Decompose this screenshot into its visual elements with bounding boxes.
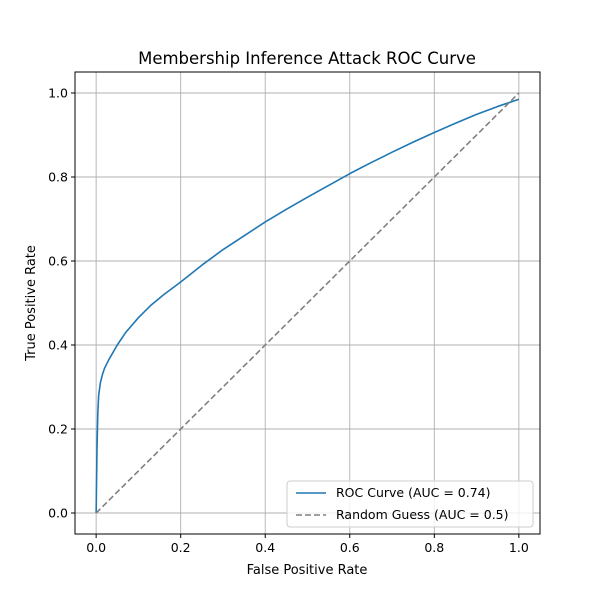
x-axis-label: False Positive Rate	[247, 563, 368, 578]
grid	[75, 72, 540, 534]
plot-frame	[74, 71, 541, 535]
y-tick-label: 0.8	[48, 170, 68, 185]
legend-box	[286, 480, 534, 528]
y-tick-label: 0.0	[48, 506, 68, 521]
legend: ROC Curve (AUC = 0.74) Random Guess (AUC…	[286, 480, 534, 528]
x-tick-label: 0.6	[340, 540, 360, 555]
x-tick-label: 0.0	[86, 540, 106, 555]
x-tick-label: 1.0	[509, 540, 529, 555]
y-axis-ticks: 0.0 0.2 0.4 0.6 0.8 1.0	[48, 86, 75, 521]
y-tick-label: 0.6	[48, 254, 68, 269]
x-tick-label: 0.2	[171, 540, 191, 555]
y-axis-label: True Positive Rate	[24, 245, 39, 362]
random-guess-line	[95, 92, 520, 514]
legend-entry-roc: ROC Curve (AUC = 0.74)	[336, 485, 491, 500]
y-tick-label: 1.0	[48, 86, 68, 101]
x-tick-label: 0.8	[424, 540, 444, 555]
series-layer	[95, 92, 520, 514]
legend-entry-random: Random Guess (AUC = 0.5)	[336, 507, 509, 522]
x-axis-ticks: 0.0 0.2 0.4 0.6 0.8 1.0	[86, 534, 529, 555]
x-tick-label: 0.4	[255, 540, 275, 555]
roc-curve-line	[95, 98, 520, 514]
y-tick-label: 0.4	[48, 338, 68, 353]
chart-title: Membership Inference Attack ROC Curve	[138, 49, 476, 68]
y-tick-label: 0.2	[48, 422, 68, 437]
